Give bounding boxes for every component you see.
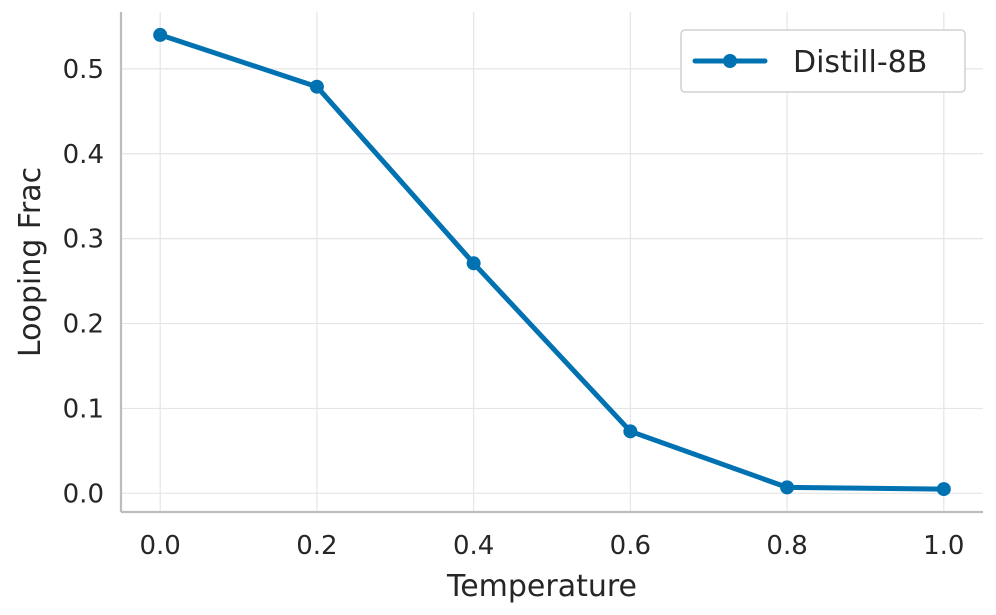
legend-marker-swatch	[723, 54, 737, 68]
axes	[119, 12, 983, 514]
series-line	[157, 32, 947, 492]
data-point-marker	[309, 79, 324, 94]
x-tick-label: 1.0	[923, 531, 964, 561]
legend-box	[680, 29, 966, 93]
x-tick-label: 0.0	[140, 531, 181, 561]
x-tick-labels: 0.0 0.2 0.4 0.6 0.8 1.0	[140, 531, 965, 561]
x-tick-label: 0.4	[453, 531, 494, 561]
x-axis-title: Temperature	[446, 569, 637, 604]
legend-label-distill-8b: Distill-8B	[793, 45, 927, 80]
y-tick-label: 0.1	[63, 394, 104, 424]
legend: Distill-8B	[680, 29, 966, 93]
y-tick-label: 0.3	[63, 225, 104, 255]
data-point-marker	[780, 480, 795, 495]
data-point-marker	[623, 424, 638, 439]
x-tick-label: 0.2	[296, 531, 337, 561]
series-layer	[153, 27, 951, 497]
y-tick-label: 0.4	[63, 140, 104, 170]
data-point-marker	[153, 27, 168, 42]
y-tick-labels: 0.0 0.1 0.2 0.3 0.4 0.5	[63, 55, 104, 509]
y-axis-title: Looping Frac	[13, 167, 48, 357]
x-tick-label: 0.6	[610, 531, 651, 561]
y-tick-label: 0.5	[63, 55, 104, 85]
y-tick-label: 0.2	[63, 310, 104, 340]
y-tick-label: 0.0	[63, 479, 104, 509]
data-point-marker	[466, 256, 481, 271]
data-point-marker	[936, 482, 951, 497]
x-tick-label: 0.8	[766, 531, 807, 561]
